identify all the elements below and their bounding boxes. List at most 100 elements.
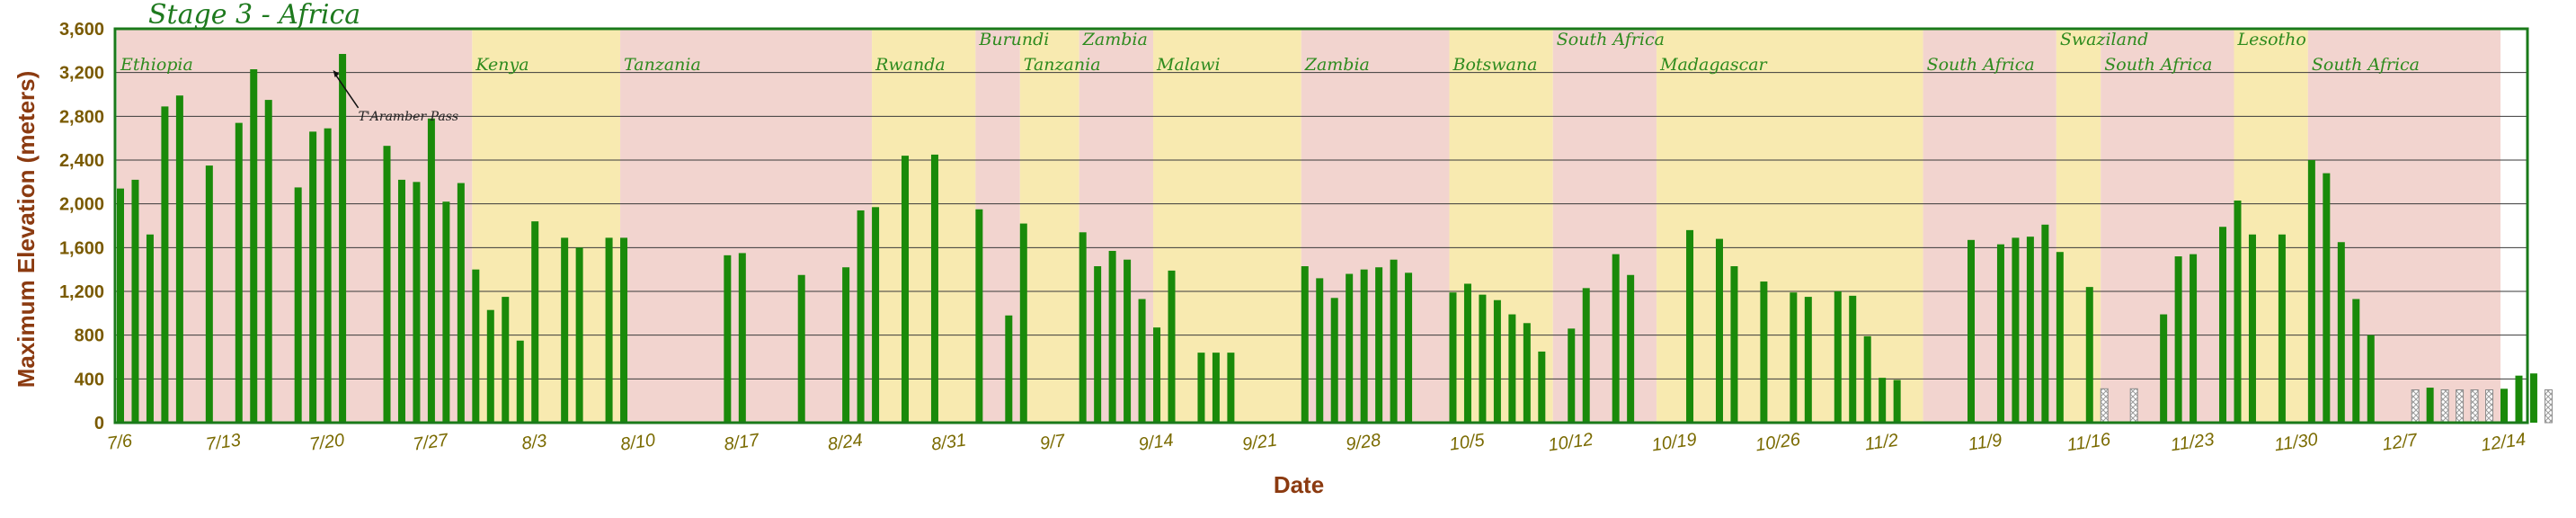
elevation-bar xyxy=(1449,292,1457,423)
x-tick-label: 8/24 xyxy=(826,430,864,454)
region-band xyxy=(872,29,976,423)
elevation-bar xyxy=(1405,272,1413,423)
estimated-bar xyxy=(2100,388,2109,424)
elevation-bar xyxy=(1834,291,1842,423)
x-tick-label: 7/20 xyxy=(308,430,346,454)
country-label: Madagascar xyxy=(1659,55,1768,75)
elevation-bar xyxy=(1612,254,1620,423)
elevation-bar xyxy=(1360,269,1368,423)
region-band xyxy=(2101,29,2234,423)
elevation-bar xyxy=(1804,297,1812,423)
y-tick-label: 3,200 xyxy=(59,64,104,84)
country-label: Tanzania xyxy=(1024,55,1101,75)
elevation-bar xyxy=(2323,173,2331,423)
elevation-bar xyxy=(309,131,317,423)
estimated-bar xyxy=(2440,389,2449,424)
x-tick-label: 11/16 xyxy=(2065,430,2112,456)
elevation-bar xyxy=(930,154,938,423)
elevation-bar xyxy=(872,207,880,423)
elevation-bar xyxy=(2234,201,2242,423)
elevation-bar xyxy=(1730,266,1738,423)
elevation-bar xyxy=(2190,254,2198,423)
elevation-bar xyxy=(1863,335,1871,423)
elevation-bar xyxy=(294,187,302,423)
elevation-bar xyxy=(264,100,272,423)
x-tick-label: 8/17 xyxy=(723,430,760,454)
elevation-bar xyxy=(1849,295,1857,423)
x-tick-label: 7/13 xyxy=(205,430,243,454)
elevation-bar xyxy=(1538,351,1546,423)
elevation-bar xyxy=(1508,314,1516,423)
elevation-bar xyxy=(561,237,569,423)
y-tick-label: 3,600 xyxy=(59,20,104,40)
elevation-bar xyxy=(842,267,850,423)
y-tick-labels: 0 400 800 1,200 1,600 2,000 2,400 2,800 3,200 3,6… xyxy=(59,20,104,433)
x-tick-label: 11/2 xyxy=(1863,431,1899,455)
elevation-bar xyxy=(1197,353,1205,423)
elevation-bar xyxy=(1227,353,1235,423)
elevation-bar xyxy=(1330,298,1338,423)
annotation-label: T'Aramber Pass xyxy=(359,110,459,124)
elevation-bar xyxy=(1301,266,1309,423)
x-tick-label: 8/3 xyxy=(520,431,548,454)
x-tick-label: 9/21 xyxy=(1241,430,1279,454)
elevation-bar xyxy=(1523,323,1531,423)
elevation-bar xyxy=(1005,315,1013,423)
y-axis-label: Maximum Elevation (meters) xyxy=(13,71,40,388)
annotation-arrowhead xyxy=(333,69,340,77)
elevation-bar xyxy=(2248,234,2256,423)
y-tick-label: 2,400 xyxy=(59,151,104,171)
country-label: South Africa xyxy=(1557,30,1665,49)
estimated-bar xyxy=(2129,388,2138,424)
elevation-bar xyxy=(2056,252,2064,423)
elevation-bar xyxy=(1582,288,1590,423)
elevation-bar xyxy=(620,237,628,423)
elevation-bar xyxy=(324,128,332,423)
country-label: Kenya xyxy=(475,55,529,75)
elevation-bar xyxy=(1463,283,1471,423)
elevation-bar xyxy=(2352,299,2360,423)
x-tick-label: 12/14 xyxy=(2480,430,2527,456)
country-label: Zambia xyxy=(1304,55,1370,75)
elevation-bar xyxy=(2085,287,2093,423)
elevation-bar xyxy=(117,188,124,423)
elevation-bar xyxy=(1153,327,1161,423)
country-label: South Africa xyxy=(2104,55,2212,75)
elevation-bar xyxy=(442,201,450,423)
elevation-bar xyxy=(502,297,510,423)
annotation-pointer xyxy=(333,73,360,109)
country-label: Lesotho xyxy=(2237,30,2306,49)
elevation-bar xyxy=(413,182,421,424)
elevation-bar xyxy=(131,179,139,423)
country-label: Ethiopia xyxy=(120,55,193,75)
elevation-bar xyxy=(797,274,805,423)
elevation-bar xyxy=(1568,328,1576,423)
chart-title: Stage 3 - Africa xyxy=(148,0,360,31)
elevation-bar xyxy=(2515,375,2523,423)
elevation-bar xyxy=(738,253,746,423)
elevation-bar xyxy=(2026,237,2034,423)
country-label: Malawi xyxy=(1156,55,1221,75)
country-label: Burundi xyxy=(978,30,1049,49)
elevation-bar xyxy=(2160,314,2168,423)
elevation-bar xyxy=(486,309,494,423)
x-tick-label: 9/7 xyxy=(1039,431,1067,454)
elevation-bar xyxy=(472,269,480,423)
elevation-bar xyxy=(1493,299,1501,423)
estimated-bar xyxy=(2470,389,2479,424)
y-tick-label: 1,600 xyxy=(59,238,104,258)
estimated-bar xyxy=(2456,389,2465,424)
elevation-bar xyxy=(2278,234,2286,423)
elevation-bar xyxy=(516,340,524,423)
country-label: South Africa xyxy=(1927,55,2035,75)
x-tick-label: 8/10 xyxy=(619,430,657,454)
elevation-bar xyxy=(2500,388,2508,423)
elevation-bar xyxy=(724,255,732,423)
elevation-bar xyxy=(2219,227,2227,423)
elevation-bar xyxy=(1168,270,1176,423)
elevation-bar xyxy=(857,210,865,423)
country-label: Tanzania xyxy=(624,55,701,75)
x-tick-label: 12/7 xyxy=(2381,430,2419,454)
region-band xyxy=(620,29,873,423)
